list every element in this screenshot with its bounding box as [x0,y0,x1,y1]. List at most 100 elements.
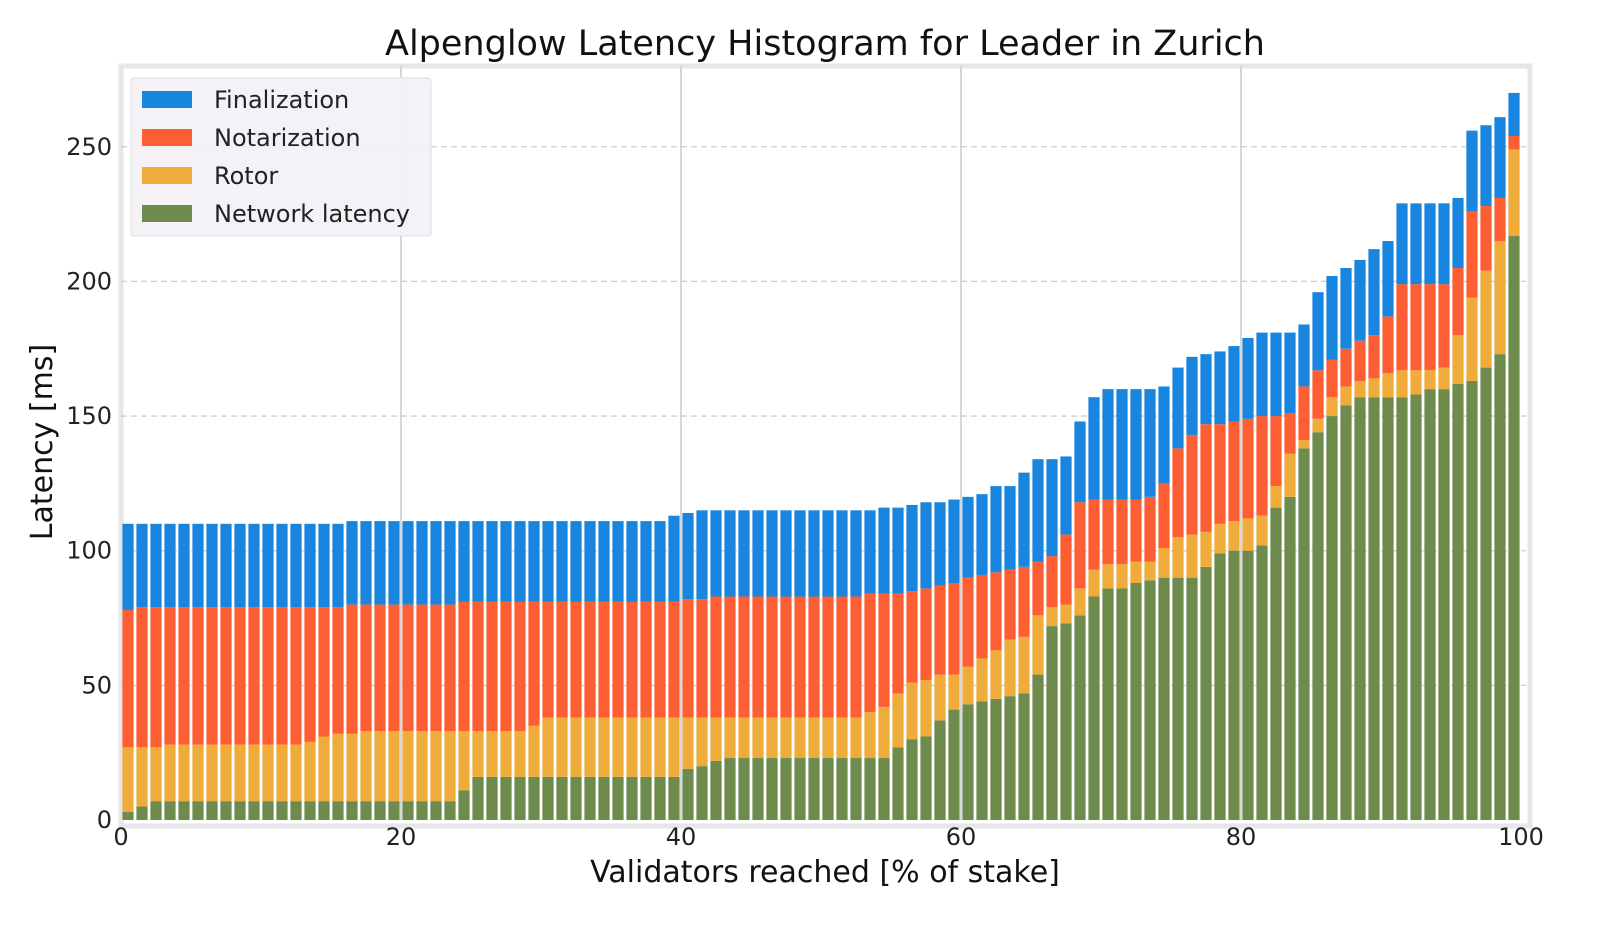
bar-rotor [1480,270,1492,368]
bar-notarization [584,601,596,718]
bar-rotor [570,717,582,777]
bar-finalization [1074,421,1086,503]
bar-notarization [374,604,386,732]
bar-rotor [682,717,694,769]
bar-rotor [458,731,470,791]
bar-rotor [598,717,610,777]
bar-network-latency [920,736,932,820]
bar-rotor [1410,370,1422,395]
bar-notarization [668,601,680,718]
bar-notarization [248,607,260,745]
legend-swatch-network-latency [142,205,192,222]
bar-finalization [542,521,554,602]
bar-network-latency [262,801,274,820]
bar-network-latency [318,801,330,820]
bar-notarization [1200,424,1212,532]
bar-finalization [1298,324,1310,387]
bar-rotor [920,679,932,737]
legend-label-finalization: Finalization [214,86,349,114]
y-tick-label: 0 [97,806,112,834]
bar-finalization [668,515,680,602]
bar-notarization [150,607,162,748]
bar-rotor [150,747,162,802]
bar-rotor [864,712,876,759]
bar-rotor [318,736,330,802]
bar-finalization [360,521,372,605]
bar-network-latency [794,758,806,820]
bar-rotor [1326,397,1338,417]
bar-rotor [402,731,414,802]
bar-notarization [122,609,134,748]
bar-rotor [822,717,834,759]
bar-rotor [990,650,1002,699]
bar-network-latency [304,801,316,820]
bar-finalization [1270,332,1282,417]
bar-notarization [1158,483,1170,549]
bar-finalization [1130,389,1142,500]
bar-rotor [1074,588,1086,616]
bar-notarization [808,596,820,718]
bar-finalization [710,510,722,597]
bar-network-latency [836,758,848,820]
bar-finalization [1060,456,1072,535]
bar-finalization [738,510,750,597]
bar-finalization [1200,354,1212,425]
bar-network-latency [962,704,974,820]
bar-rotor [220,744,232,802]
bar-notarization [822,596,834,718]
bar-rotor [1144,561,1156,581]
bar-rotor [1256,515,1268,546]
bar-notarization [234,607,246,745]
y-tick-label: 250 [66,133,112,161]
bar-notarization [724,596,736,718]
bar-network-latency [878,758,890,820]
bar-finalization [136,523,148,608]
x-tick-label: 0 [113,823,128,851]
bar-network-latency [444,801,456,820]
bar-network-latency [136,806,148,820]
bar-rotor [1508,149,1520,236]
bar-finalization [654,521,666,602]
bar-network-latency [1074,615,1086,820]
bar-notarization [1256,416,1268,516]
bar-network-latency [192,801,204,820]
bar-rotor [542,717,554,777]
bar-rotor [1102,564,1114,589]
bar-network-latency [332,801,344,820]
bar-network-latency [1004,696,1016,820]
bar-finalization [1004,486,1016,570]
bar-rotor [1424,370,1436,390]
bar-network-latency [220,801,232,820]
bar-notarization [612,601,624,718]
bar-finalization [388,521,400,605]
bar-network-latency [1312,432,1324,820]
bar-finalization [920,502,932,589]
bar-network-latency [990,698,1002,820]
bar-finalization [1312,292,1324,371]
bar-network-latency [290,801,302,820]
bar-notarization [1494,197,1506,242]
bar-network-latency [1186,577,1198,820]
bar-rotor [752,717,764,759]
bar-network-latency [164,801,176,820]
bar-notarization [1116,499,1128,565]
bar-rotor [654,717,666,777]
bar-notarization [556,601,568,718]
bar-notarization [1018,566,1030,637]
bar-network-latency [934,720,946,820]
bar-network-latency [738,758,750,820]
bar-finalization [780,510,792,597]
bar-finalization [1410,203,1422,285]
bar-rotor [1242,518,1254,551]
bar-network-latency [1340,405,1352,820]
bar-finalization [220,523,232,608]
bar-network-latency [612,776,624,820]
bar-notarization [416,604,428,732]
bar-network-latency [1424,389,1436,820]
legend-label-network-latency: Network latency [214,200,410,228]
bar-finalization [1032,459,1044,562]
bar-rotor [444,731,456,802]
bar-notarization [626,601,638,718]
bar-network-latency [1494,354,1506,820]
bar-network-latency [1158,577,1170,820]
